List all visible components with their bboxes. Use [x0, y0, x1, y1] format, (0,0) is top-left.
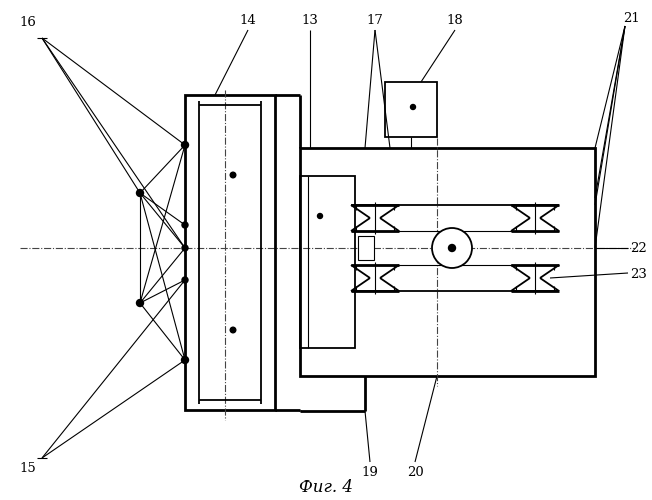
- Text: 20: 20: [407, 466, 423, 478]
- Text: 13: 13: [302, 14, 318, 26]
- Text: 15: 15: [20, 462, 37, 474]
- Circle shape: [136, 190, 143, 196]
- Text: 22: 22: [630, 242, 647, 254]
- Circle shape: [230, 327, 236, 333]
- Circle shape: [411, 104, 415, 110]
- Circle shape: [182, 245, 188, 251]
- Circle shape: [181, 142, 188, 148]
- Circle shape: [182, 222, 188, 228]
- Text: 14: 14: [240, 14, 256, 26]
- Text: 16: 16: [20, 16, 37, 28]
- Text: 23: 23: [630, 268, 647, 281]
- Circle shape: [136, 300, 143, 306]
- Circle shape: [318, 214, 323, 218]
- Bar: [385, 82, 437, 137]
- Bar: [358, 236, 374, 260]
- Text: Фиг. 4: Фиг. 4: [299, 480, 353, 496]
- Text: 17: 17: [366, 14, 383, 26]
- Circle shape: [182, 277, 188, 283]
- Bar: [300, 176, 355, 348]
- Text: 18: 18: [447, 14, 464, 26]
- Circle shape: [432, 228, 472, 268]
- Text: 21: 21: [623, 12, 640, 24]
- Circle shape: [449, 244, 456, 252]
- Circle shape: [181, 356, 188, 364]
- Bar: [300, 148, 595, 376]
- Bar: [185, 95, 275, 410]
- Circle shape: [230, 172, 236, 178]
- Text: 19: 19: [362, 466, 378, 478]
